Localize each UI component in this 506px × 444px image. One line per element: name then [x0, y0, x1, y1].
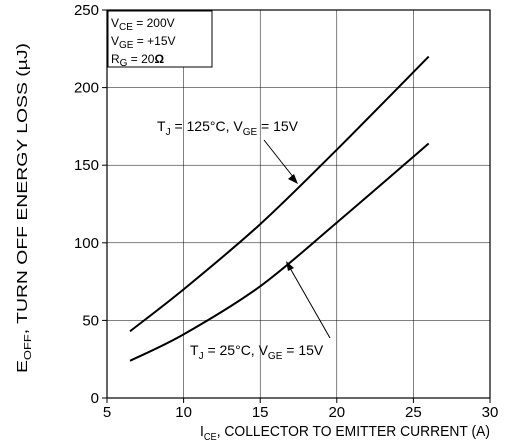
- x-tick-label: 30: [482, 404, 499, 421]
- condition-vce: VCE = 200V: [111, 16, 175, 33]
- arrow-125c: [263, 139, 298, 184]
- condition-vge: VGE = +15V: [111, 34, 176, 51]
- series-label-25c: TJ = 25°C, VGE = 15V: [190, 342, 324, 362]
- x-tick-label: 10: [175, 404, 192, 421]
- condition-rg: RG = 20Ω: [111, 52, 164, 69]
- curve-25c: [129, 142, 430, 362]
- curves: [129, 55, 430, 362]
- grid: [107, 10, 490, 398]
- x-tick-label: 15: [252, 404, 269, 421]
- y-axis-label: EOFF, TURN OFF ENERGY LOSS (µJ): [14, 43, 34, 373]
- curve-125c: [129, 55, 430, 333]
- axis-ticks: 5 10 15 20 25 30 0 50 100 150 200 250: [74, 2, 498, 421]
- y-tick-label: 0: [91, 390, 99, 407]
- x-tick-label: 20: [328, 404, 345, 421]
- series-label-125c: TJ = 125°C, VGE = 15V: [157, 118, 299, 138]
- x-axis-label: ICE, COLLECTOR TO EMITTER CURRENT (A): [200, 423, 490, 443]
- y-tick-label: 150: [74, 157, 99, 174]
- x-tick-label: 25: [405, 404, 422, 421]
- y-tick-label: 50: [82, 312, 99, 329]
- arrow-25c: [286, 261, 331, 339]
- y-tick-label: 200: [74, 80, 99, 97]
- plot-frame: [106, 9, 491, 399]
- x-tick-label: 5: [103, 404, 111, 421]
- y-tick-label: 100: [74, 235, 99, 252]
- conditions-box: VCE = 200V VGE = +15V RG = 20Ω: [107, 10, 213, 69]
- y-tick-label: 250: [74, 2, 99, 19]
